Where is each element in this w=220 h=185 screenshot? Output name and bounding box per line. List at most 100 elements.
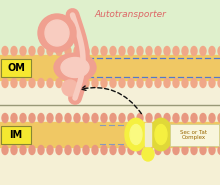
Ellipse shape: [62, 80, 78, 96]
Ellipse shape: [92, 145, 98, 154]
Ellipse shape: [74, 114, 80, 122]
Ellipse shape: [2, 145, 8, 154]
Ellipse shape: [155, 125, 167, 144]
Ellipse shape: [110, 114, 116, 122]
Bar: [0, 55, 220, 80]
Ellipse shape: [182, 145, 188, 154]
Ellipse shape: [146, 145, 152, 154]
Ellipse shape: [191, 145, 197, 154]
Ellipse shape: [2, 78, 8, 88]
Ellipse shape: [65, 145, 71, 154]
Ellipse shape: [101, 46, 107, 56]
Ellipse shape: [47, 145, 53, 154]
Ellipse shape: [209, 78, 215, 88]
Ellipse shape: [130, 125, 142, 144]
Bar: [0, 0, 220, 55]
Ellipse shape: [164, 78, 170, 88]
Text: IM: IM: [9, 130, 23, 140]
Ellipse shape: [128, 78, 134, 88]
Ellipse shape: [74, 78, 80, 88]
Ellipse shape: [47, 78, 53, 88]
Ellipse shape: [65, 114, 71, 122]
Ellipse shape: [200, 114, 206, 122]
Ellipse shape: [182, 46, 188, 56]
Ellipse shape: [142, 147, 154, 161]
Bar: [0, 105, 220, 185]
Ellipse shape: [200, 145, 206, 154]
Ellipse shape: [101, 78, 107, 88]
Ellipse shape: [38, 14, 76, 52]
Ellipse shape: [173, 46, 179, 56]
Bar: [0, 122, 220, 147]
Ellipse shape: [218, 46, 220, 56]
Ellipse shape: [101, 145, 107, 154]
Ellipse shape: [146, 78, 152, 88]
Ellipse shape: [38, 78, 44, 88]
Ellipse shape: [11, 46, 17, 56]
Ellipse shape: [146, 114, 152, 122]
Ellipse shape: [146, 46, 152, 56]
Ellipse shape: [11, 145, 17, 154]
Ellipse shape: [38, 114, 44, 122]
Ellipse shape: [38, 46, 44, 56]
Ellipse shape: [20, 145, 26, 154]
Ellipse shape: [20, 46, 26, 56]
Ellipse shape: [11, 78, 17, 88]
Ellipse shape: [101, 114, 107, 122]
Ellipse shape: [65, 46, 71, 56]
Ellipse shape: [54, 53, 96, 82]
Ellipse shape: [209, 114, 215, 122]
Ellipse shape: [164, 46, 170, 56]
Text: Sec or Tat
Complex: Sec or Tat Complex: [180, 130, 207, 140]
Ellipse shape: [128, 114, 134, 122]
Ellipse shape: [182, 78, 188, 88]
FancyBboxPatch shape: [1, 59, 31, 77]
Ellipse shape: [119, 46, 125, 56]
Ellipse shape: [137, 78, 143, 88]
Ellipse shape: [83, 78, 89, 88]
Ellipse shape: [56, 114, 62, 122]
Ellipse shape: [20, 114, 26, 122]
Ellipse shape: [47, 114, 53, 122]
Ellipse shape: [137, 114, 143, 122]
Ellipse shape: [155, 46, 161, 56]
Ellipse shape: [92, 78, 98, 88]
Ellipse shape: [128, 145, 134, 154]
Ellipse shape: [191, 46, 197, 56]
Ellipse shape: [56, 78, 62, 88]
Ellipse shape: [209, 46, 215, 56]
Bar: [0, 55, 220, 105]
Ellipse shape: [155, 78, 161, 88]
Text: Autotransporter: Autotransporter: [94, 10, 166, 19]
Bar: [145, 123, 151, 146]
Ellipse shape: [191, 114, 197, 122]
Text: OM: OM: [7, 63, 25, 73]
Ellipse shape: [74, 145, 80, 154]
Ellipse shape: [29, 114, 35, 122]
Ellipse shape: [83, 114, 89, 122]
Ellipse shape: [200, 46, 206, 56]
Ellipse shape: [209, 145, 215, 154]
FancyBboxPatch shape: [170, 124, 219, 146]
Ellipse shape: [110, 46, 116, 56]
Ellipse shape: [218, 78, 220, 88]
Ellipse shape: [173, 78, 179, 88]
Ellipse shape: [56, 145, 62, 154]
Ellipse shape: [110, 78, 116, 88]
Ellipse shape: [155, 114, 161, 122]
Ellipse shape: [137, 46, 143, 56]
Ellipse shape: [29, 145, 35, 154]
Ellipse shape: [56, 46, 62, 56]
Ellipse shape: [61, 58, 89, 78]
Ellipse shape: [191, 78, 197, 88]
Ellipse shape: [45, 20, 69, 46]
Ellipse shape: [128, 46, 134, 56]
Ellipse shape: [92, 114, 98, 122]
Ellipse shape: [74, 46, 80, 56]
Ellipse shape: [47, 46, 53, 56]
Ellipse shape: [173, 114, 179, 122]
Ellipse shape: [11, 114, 17, 122]
Ellipse shape: [20, 78, 26, 88]
Ellipse shape: [164, 145, 170, 154]
Ellipse shape: [119, 114, 125, 122]
